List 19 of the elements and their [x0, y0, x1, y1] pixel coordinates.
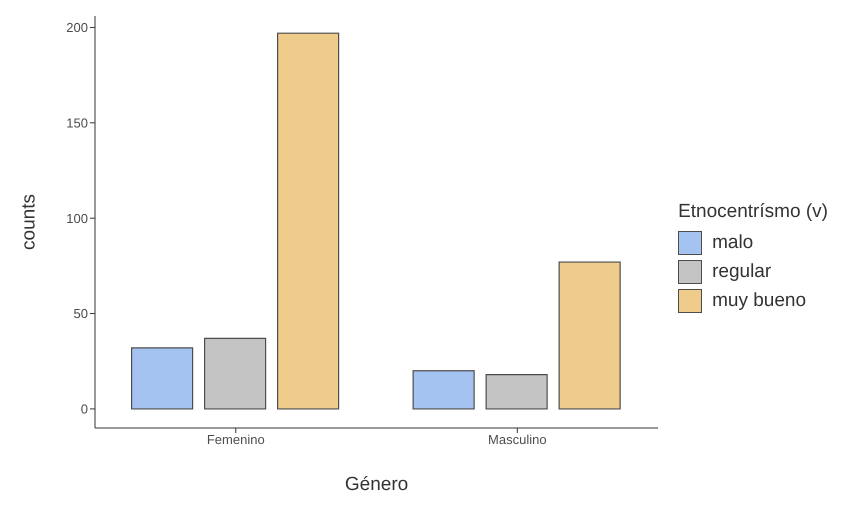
bar: [277, 32, 340, 410]
y-tick-label: 50: [74, 306, 88, 322]
x-axis-title: Género: [344, 474, 408, 495]
bar: [131, 347, 194, 410]
legend-label: malo: [711, 231, 754, 255]
y-tick-label: 200: [66, 20, 88, 36]
y-tick-label: 0: [80, 402, 88, 417]
bar: [204, 338, 266, 410]
legend-title: Etnocentrísmo (v): [678, 200, 828, 222]
legend-label: muy bueno: [711, 289, 808, 313]
y-tick-label: 150: [66, 115, 88, 130]
bar: [412, 370, 475, 410]
x-tick-label: Femenino: [206, 432, 265, 448]
legend-label: regular: [711, 260, 772, 284]
bar: [486, 374, 548, 410]
x-tick-label: Masculino: [488, 432, 547, 448]
bar: [558, 261, 621, 410]
y-axis-title: counts: [18, 194, 40, 250]
y-tick-label: 100: [66, 210, 88, 226]
